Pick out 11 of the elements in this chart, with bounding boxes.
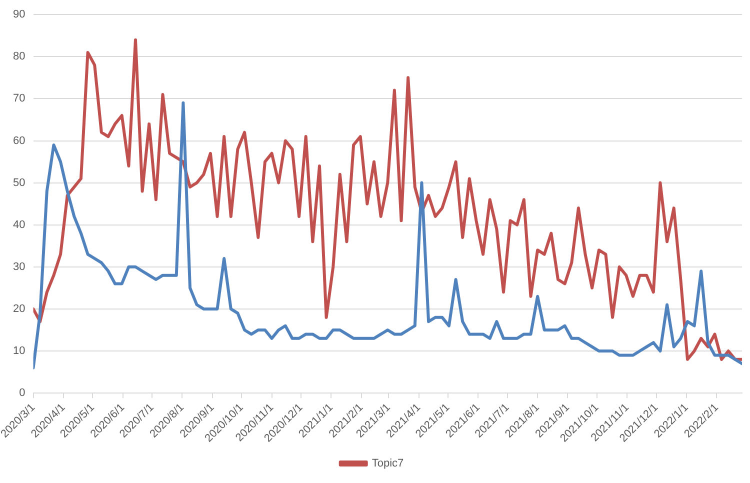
y-tick-label: 30: [13, 260, 26, 273]
legend-label: Topic7: [372, 458, 404, 470]
y-tick-label: 90: [13, 8, 26, 21]
y-tick-label: 10: [13, 345, 26, 358]
y-tick-label: 60: [13, 134, 26, 147]
y-tick-label: 50: [13, 176, 26, 189]
y-tick-label: 80: [13, 50, 26, 63]
y-tick-label: 40: [13, 218, 26, 231]
y-tick-label: 0: [19, 387, 26, 400]
y-tick-label: 20: [13, 302, 26, 315]
y-tick-label: 70: [13, 92, 26, 105]
